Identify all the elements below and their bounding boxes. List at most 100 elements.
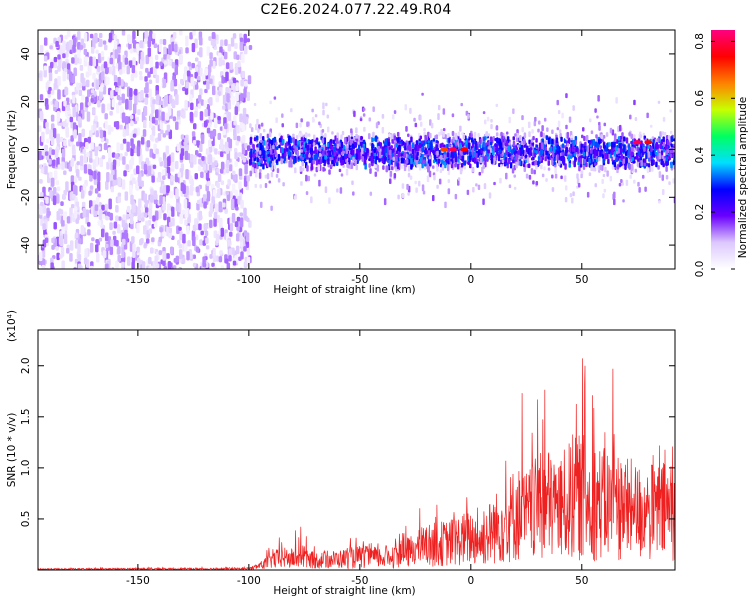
heatmap-cell <box>576 173 579 179</box>
heatmap-cell <box>263 160 267 166</box>
heatmap-cell <box>148 88 152 98</box>
heatmap-cell <box>457 131 461 137</box>
heatmap-cell <box>543 117 547 122</box>
heatmap-cell <box>63 233 68 245</box>
heatmap-cell <box>416 164 419 168</box>
heatmap-cell <box>62 120 67 128</box>
heatmap-cell <box>68 40 73 50</box>
y-tick-label: 0.5 <box>20 511 32 528</box>
heatmap-cell <box>58 57 62 69</box>
heatmap-cell <box>439 169 443 173</box>
heatmap-cell <box>118 61 122 72</box>
heatmap-cell <box>602 157 605 164</box>
heatmap-cell <box>199 141 203 153</box>
heatmap-cell <box>599 149 602 157</box>
heatmap-cell <box>387 141 390 146</box>
heatmap-cell <box>77 116 82 124</box>
heatmap-cell <box>303 158 307 162</box>
heatmap-cell <box>617 136 621 141</box>
heatmap-cell <box>98 237 103 242</box>
heatmap-cell <box>352 191 355 196</box>
heatmap-cell <box>262 163 265 170</box>
heatmap-cell <box>105 243 109 248</box>
heatmap-cell <box>318 153 322 157</box>
heatmap-cell <box>579 163 583 168</box>
heatmap-cell <box>631 157 634 162</box>
heatmap-cell <box>162 185 166 195</box>
heatmap-cell <box>213 217 217 227</box>
heatmap-cell <box>327 158 330 165</box>
heatmap-cell <box>97 220 102 226</box>
heatmap-cell <box>378 157 381 163</box>
heatmap-cell <box>419 135 423 140</box>
heatmap-cell <box>239 113 243 123</box>
heatmap-cell <box>521 126 524 133</box>
heatmap-cell <box>241 123 245 132</box>
heatmap-cell <box>120 79 124 87</box>
heatmap-cell <box>392 148 395 153</box>
heatmap-cell <box>288 160 291 168</box>
heatmap-cell <box>79 155 84 166</box>
heatmap-cell <box>116 142 120 153</box>
heatmap-cell <box>169 190 173 199</box>
heatmap-cell <box>433 174 436 181</box>
heatmap-cell <box>222 94 227 105</box>
heatmap-cell <box>355 138 359 142</box>
heatmap-cell <box>93 95 98 103</box>
heatmap-cell <box>478 143 482 148</box>
heatmap-cell <box>335 138 339 145</box>
heatmap-peak <box>633 140 642 145</box>
heatmap-cell <box>353 110 356 117</box>
heatmap-cell <box>112 90 117 97</box>
heatmap-cell <box>163 60 168 65</box>
heatmap-cell <box>126 205 131 213</box>
heatmap-cell <box>381 113 385 119</box>
heatmap-cell <box>617 147 620 154</box>
heatmap-cell <box>212 129 217 137</box>
heatmap-cell <box>636 146 639 152</box>
heatmap-cell <box>195 246 200 253</box>
heatmap-cell <box>541 125 544 132</box>
heatmap-cell <box>618 182 622 187</box>
heatmap-cell <box>239 212 244 217</box>
heatmap-cell <box>633 179 636 184</box>
heatmap-cell <box>227 179 231 186</box>
heatmap-cell <box>185 47 189 54</box>
heatmap-cell <box>623 144 626 152</box>
heatmap-cell <box>202 240 207 246</box>
heatmap-cell <box>63 100 67 107</box>
heatmap-cell <box>135 116 140 122</box>
heatmap-cell <box>143 119 147 129</box>
heatmap-cell <box>50 262 54 269</box>
heatmap-cell <box>310 156 313 162</box>
heatmap-cell <box>141 217 145 222</box>
heatmap-cell <box>643 158 647 164</box>
heatmap-cell <box>237 60 241 68</box>
heatmap-cell <box>68 71 73 83</box>
colorbar-tick-label: 0.8 <box>694 33 706 50</box>
heatmap-cell <box>599 164 602 171</box>
heatmap-cell <box>347 164 350 169</box>
heatmap-cell <box>356 160 359 164</box>
heatmap-cell <box>324 158 327 164</box>
heatmap-cell <box>325 102 328 107</box>
heatmap-cell <box>618 124 622 132</box>
heatmap-cell <box>48 147 53 156</box>
heatmap-cell <box>352 156 355 162</box>
heatmap-cell <box>111 170 115 176</box>
heatmap-cell <box>243 80 248 87</box>
heatmap-cell <box>541 173 545 178</box>
heatmap-cell <box>167 210 172 217</box>
heatmap-cell <box>236 135 241 142</box>
heatmap-cell <box>74 232 79 239</box>
heatmap-cell <box>668 181 671 186</box>
heatmap-cell <box>457 177 461 181</box>
heatmap-cell <box>95 252 100 263</box>
heatmap-cell <box>231 96 236 105</box>
heatmap-cell <box>667 135 671 142</box>
heatmap-cell <box>192 123 197 130</box>
heatmap-cell <box>638 187 641 193</box>
heatmap-cell <box>155 74 160 84</box>
heatmap-cell <box>508 116 511 124</box>
